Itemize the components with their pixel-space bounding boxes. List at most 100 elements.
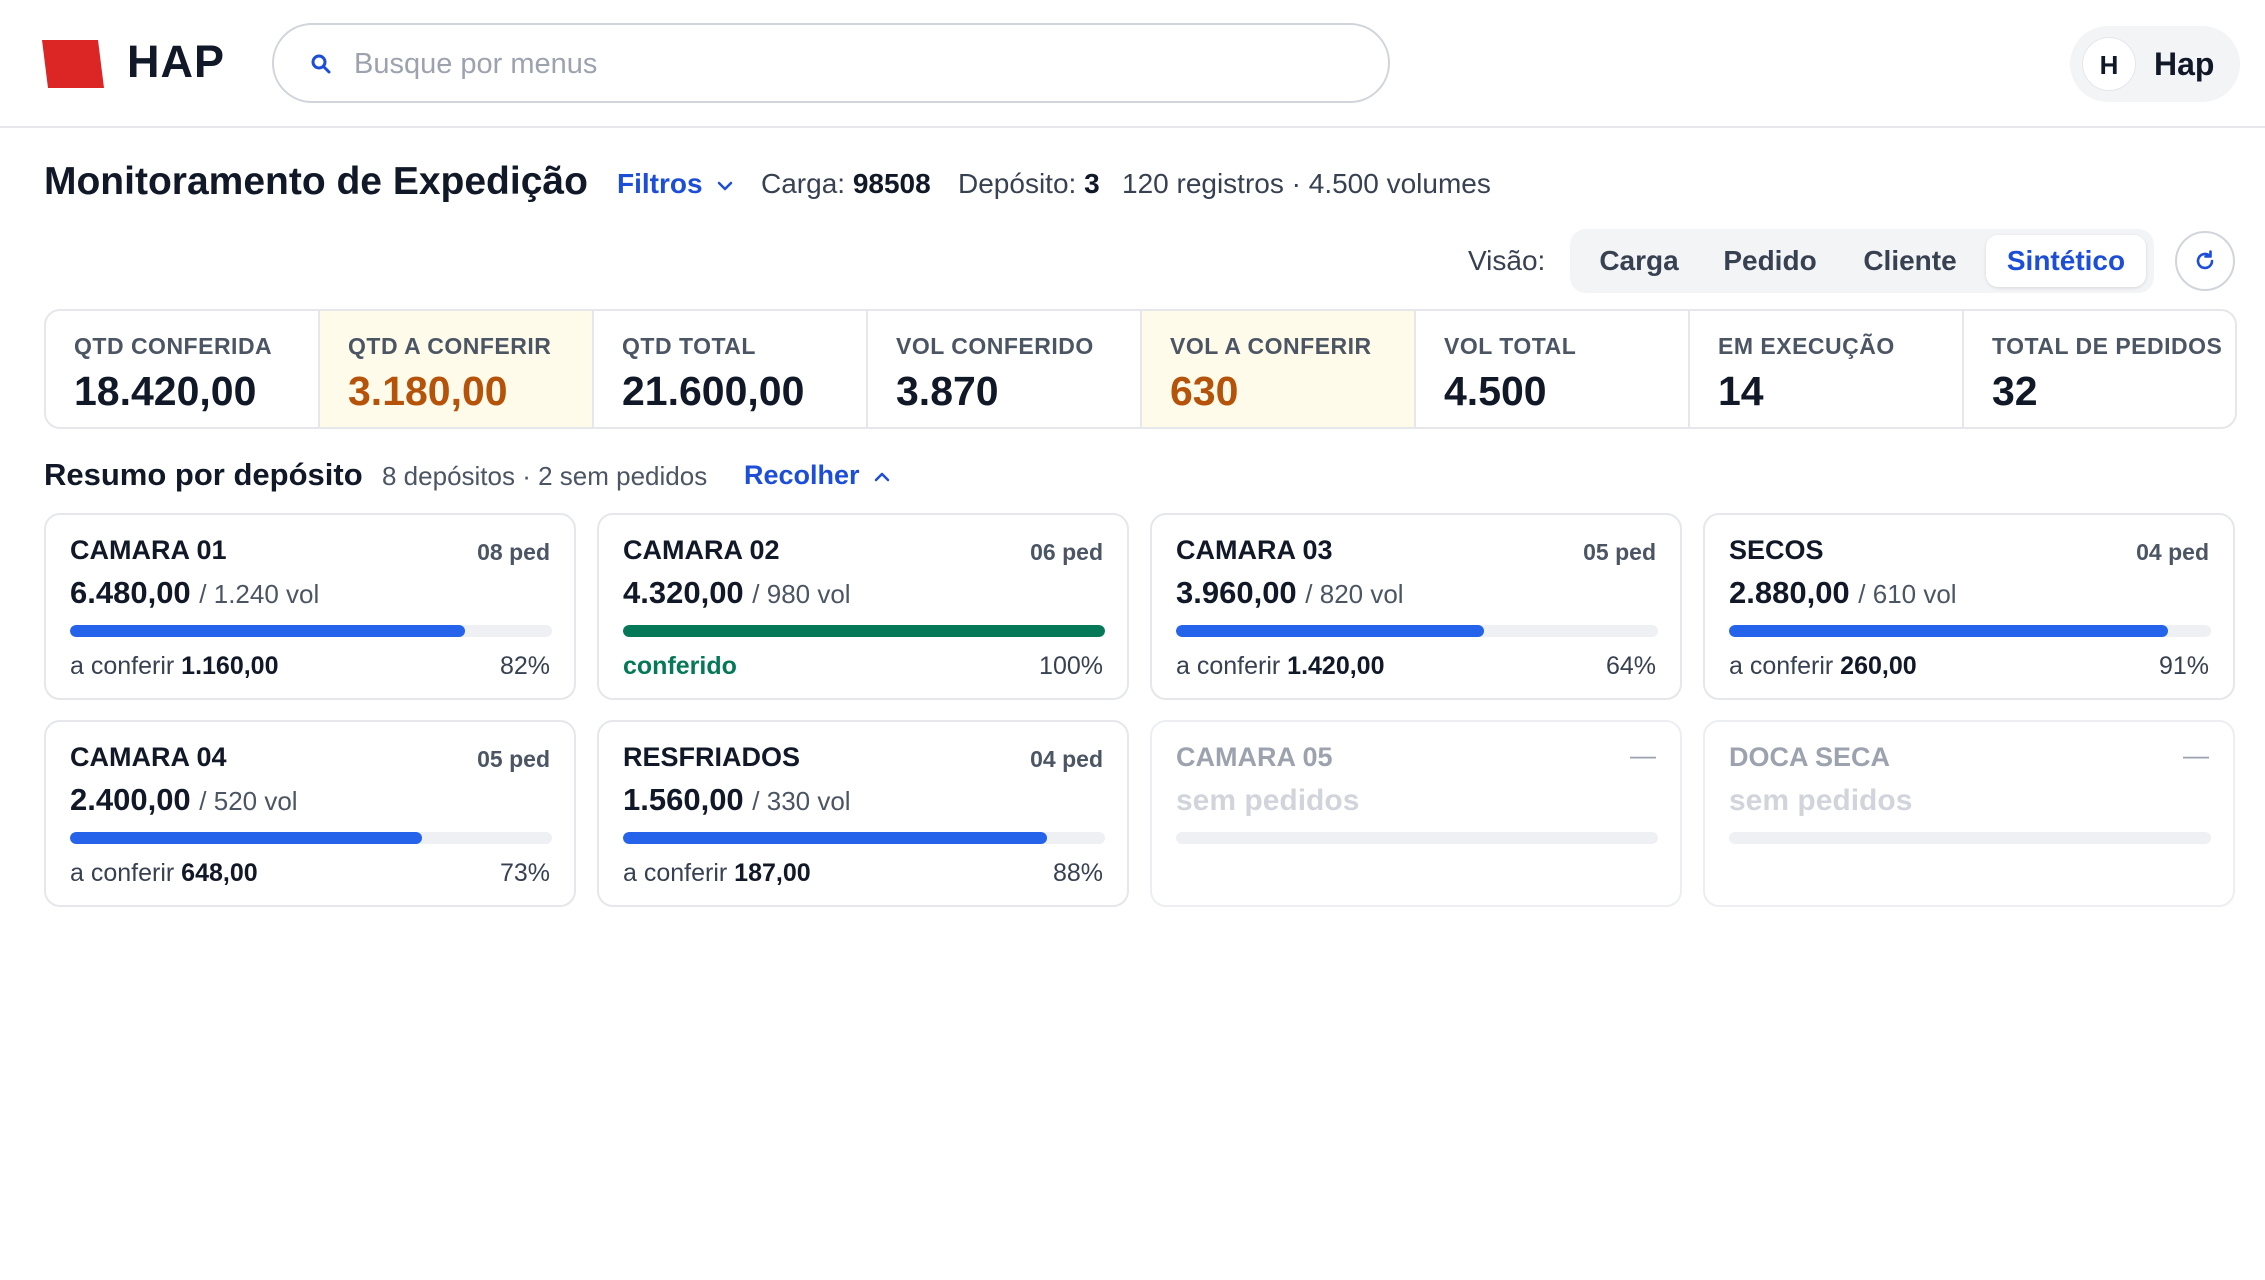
deposit-card-camara-01[interactable]: CAMARA 01 08 ped 6.480,00 / 1.240 vol a … <box>44 513 576 700</box>
progress-fill <box>70 625 466 637</box>
order-count: 04 ped <box>1030 746 1103 772</box>
order-count: 05 ped <box>477 746 550 772</box>
page-title: Monitoramento de Expedição <box>44 160 588 203</box>
avatar: H <box>2082 37 2136 91</box>
deposit-quantity: 4.320,00 / 980 vol <box>623 575 851 611</box>
stat-value: 32 <box>1992 368 2038 414</box>
section-title: Resumo por depósito <box>44 457 363 492</box>
quantity-value: 3.960,00 <box>1176 575 1297 610</box>
chevron-down-icon <box>717 181 732 190</box>
pending-info: a conferir 260,00 <box>1729 652 1917 681</box>
progress-bar <box>1176 832 1658 844</box>
deposit-name: CAMARA 03 <box>1176 535 1333 565</box>
status-label: a conferir <box>70 652 175 680</box>
stat-label: VOL A CONFERIR <box>1170 333 1372 359</box>
stat-label: VOL TOTAL <box>1444 333 1577 359</box>
progress-bar <box>70 832 552 844</box>
stat-value: 21.600,00 <box>622 368 805 414</box>
view-option-cliente[interactable]: Cliente <box>1863 245 1957 276</box>
deposit-card-camara-05[interactable]: CAMARA 05 — sem pedidos <box>1150 720 1682 907</box>
records-summary: 120 registros · 4.500 volumes <box>1122 168 1491 199</box>
section-meta: 8 depósitos · 2 sem pedidos <box>382 461 708 491</box>
empty-state-label: sem pedidos <box>1176 784 1360 817</box>
carga-value: 98508 <box>852 168 931 199</box>
volume-value: / 820 vol <box>1305 579 1404 609</box>
stat-total-pedidos: TOTAL DE PEDIDOS 32 <box>1964 311 2235 427</box>
refresh-icon <box>2196 250 2214 270</box>
deposit-name: CAMARA 01 <box>70 535 227 565</box>
progress-percent: 64% <box>1605 652 1656 680</box>
status-label: a conferir <box>623 859 728 887</box>
deposit-card-secos[interactable]: SECOS 04 ped 2.880,00 / 610 vol a confer… <box>1703 513 2235 700</box>
deposit-quantity: 3.960,00 / 820 vol <box>1176 575 1404 611</box>
brand-name[interactable]: HAP <box>127 36 226 87</box>
view-option-pedido[interactable]: Pedido <box>1723 245 1817 276</box>
pending-info: a conferir 1.160,00 <box>70 652 279 681</box>
user-menu[interactable]: H Hap <box>2070 26 2240 102</box>
deposit-name: CAMARA 02 <box>623 535 780 565</box>
empty-state-label: sem pedidos <box>1729 784 1913 817</box>
carga-label: Carga: <box>761 168 846 199</box>
status-value: 648,00 <box>181 859 258 887</box>
deposit-card-doca-seca[interactable]: DOCA SECA — sem pedidos <box>1703 720 2235 907</box>
progress-bar <box>623 832 1105 844</box>
status-value: 187,00 <box>734 859 811 887</box>
order-count: 04 ped <box>2136 539 2209 565</box>
stat-vol-total: VOL TOTAL 4.500 <box>1416 311 1690 427</box>
stat-vol-conferido: VOL CONFERIDO 3.870 <box>868 311 1142 427</box>
progress-fill <box>623 625 1105 637</box>
chevron-up-icon <box>874 472 889 482</box>
stats-strip: QTD CONFERIDA 18.420,00 QTD A CONFERIR 3… <box>44 309 2237 429</box>
stat-qtd-a-conferir: QTD A CONFERIR 3.180,00 <box>320 311 594 427</box>
stat-em-execucao: EM EXECUÇÃO 14 <box>1690 311 1964 427</box>
stat-value: 630 <box>1170 368 1239 414</box>
deposit-name: CAMARA 04 <box>70 742 227 772</box>
stat-value: 3.180,00 <box>348 368 508 414</box>
deposito-value: 3 <box>1084 168 1100 199</box>
progress-bar <box>623 625 1105 637</box>
stat-label: QTD CONFERIDA <box>74 333 273 359</box>
stat-label: VOL CONFERIDO <box>896 333 1094 359</box>
stat-value: 4.500 <box>1444 368 1547 414</box>
order-count: 08 ped <box>477 539 550 565</box>
view-option-carga[interactable]: Carga <box>1599 245 1679 276</box>
progress-fill <box>1729 625 2168 637</box>
refresh-button[interactable] <box>2175 231 2235 291</box>
view-switcher: Carga Pedido Cliente Sintético <box>1570 229 2154 293</box>
stat-label: QTD A CONFERIR <box>348 333 552 359</box>
progress-fill <box>70 832 422 844</box>
stat-qtd-conferida: QTD CONFERIDA 18.420,00 <box>46 311 320 427</box>
carga-info: Carga: 98508 <box>761 168 931 200</box>
deposit-quantity: 6.480,00 / 1.240 vol <box>70 575 319 611</box>
deposito-label: Depósito: <box>958 168 1077 199</box>
filters-toggle[interactable]: Filtros <box>617 168 733 200</box>
progress-bar <box>1729 832 2211 844</box>
stat-label: QTD TOTAL <box>622 333 756 359</box>
pending-info: a conferir 1.420,00 <box>1176 652 1385 681</box>
deposit-card-resfriados[interactable]: RESFRIADOS 04 ped 1.560,00 / 330 vol a c… <box>597 720 1129 907</box>
stat-value: 14 <box>1718 368 1764 414</box>
status-value: 1.420,00 <box>1287 652 1385 680</box>
hap-logo-icon[interactable] <box>40 38 106 90</box>
progress-bar <box>70 625 552 637</box>
status-value: 260,00 <box>1840 652 1917 680</box>
progress-fill <box>1176 625 1485 637</box>
quantity-value: 2.880,00 <box>1729 575 1850 610</box>
collapse-label: Recolher <box>744 460 860 490</box>
deposit-name: SECOS <box>1729 535 1824 565</box>
search-input[interactable] <box>354 41 1354 87</box>
deposit-card-camara-04[interactable]: CAMARA 04 05 ped 2.400,00 / 520 vol a co… <box>44 720 576 907</box>
deposit-card-camara-02[interactable]: CAMARA 02 06 ped 4.320,00 / 980 vol conf… <box>597 513 1129 700</box>
order-count: — <box>1630 740 1656 770</box>
collapse-toggle[interactable]: Recolher <box>744 460 890 491</box>
volume-value: / 980 vol <box>752 579 851 609</box>
status-label: a conferir <box>1176 652 1281 680</box>
search-box[interactable] <box>272 23 1390 103</box>
progress-percent: 88% <box>1052 859 1103 887</box>
view-option-sintetico[interactable]: Sintético <box>1986 235 2146 287</box>
progress-percent: 73% <box>499 859 550 887</box>
deposit-card-camara-03[interactable]: CAMARA 03 05 ped 3.960,00 / 820 vol a co… <box>1150 513 1682 700</box>
volume-value: / 520 vol <box>199 786 298 816</box>
progress-percent: 100% <box>1039 652 1103 680</box>
progress-percent: 82% <box>499 652 550 680</box>
